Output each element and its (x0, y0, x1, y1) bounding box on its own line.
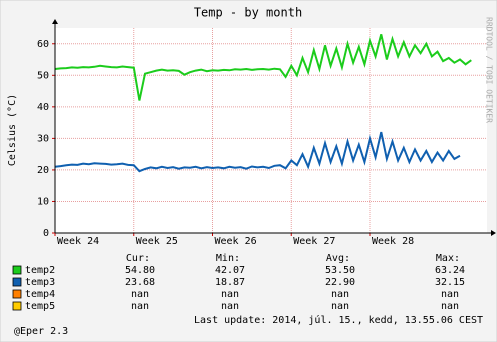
x-tick-label: Week 27 (293, 236, 335, 247)
x-tick-label: Week 25 (136, 236, 178, 247)
x-axis-arrow (491, 230, 496, 236)
x-tick-label: Week 28 (372, 236, 414, 247)
y-tick-label: 20 (37, 165, 49, 176)
stat-value: nan (441, 289, 459, 300)
y-tick-label: 50 (37, 70, 49, 81)
watermark: RRDTOOL / TOBI OETIKER (485, 17, 494, 123)
stat-header: Cur: (126, 253, 150, 264)
y-tick-label: 0 (43, 228, 49, 239)
stat-value: nan (331, 301, 349, 312)
legend-swatch (12, 265, 22, 275)
stat-value: 53.50 (325, 265, 355, 276)
legend-label: temp5 (25, 301, 55, 312)
legend-label: temp2 (25, 265, 55, 276)
stat-header: Avg: (326, 253, 350, 264)
legend-label: temp3 (25, 277, 55, 288)
y-tick-label: 40 (37, 102, 49, 113)
legend-swatch (12, 277, 22, 287)
last-update: Last update: 2014, júl. 15., kedd, 13.55… (194, 314, 483, 326)
y-axis-label: Celsius (°C) (7, 94, 18, 166)
stat-value: nan (331, 289, 349, 300)
x-tick-label: Week 24 (57, 236, 99, 247)
stat-value: nan (221, 301, 239, 312)
plot-area (55, 28, 487, 233)
stat-value: 18.87 (215, 277, 245, 288)
stat-value: 63.24 (435, 265, 465, 276)
stat-value: nan (441, 301, 459, 312)
stat-header: Min: (216, 253, 240, 264)
x-tick-label: Week 26 (215, 236, 257, 247)
y-tick-label: 60 (37, 39, 49, 50)
stat-value: 23.68 (125, 277, 155, 288)
footer: @Eper 2.3 (14, 326, 68, 337)
stat-value: 54.80 (125, 265, 155, 276)
stat-value: 32.15 (435, 277, 465, 288)
stat-value: nan (131, 289, 149, 300)
y-axis-arrow (52, 19, 58, 24)
y-tick-label: 10 (37, 196, 49, 207)
legend-label: temp4 (25, 289, 55, 300)
stat-value: nan (221, 289, 239, 300)
series-line (54, 34, 472, 101)
stat-value: 42.07 (215, 265, 245, 276)
chart-title: Temp - by month (194, 6, 302, 20)
legend-swatch (12, 289, 22, 299)
legend-swatch (12, 301, 22, 311)
y-tick-label: 30 (37, 133, 49, 144)
stat-header: Max: (436, 253, 460, 264)
stat-value: 22.90 (325, 277, 355, 288)
stat-value: nan (131, 301, 149, 312)
